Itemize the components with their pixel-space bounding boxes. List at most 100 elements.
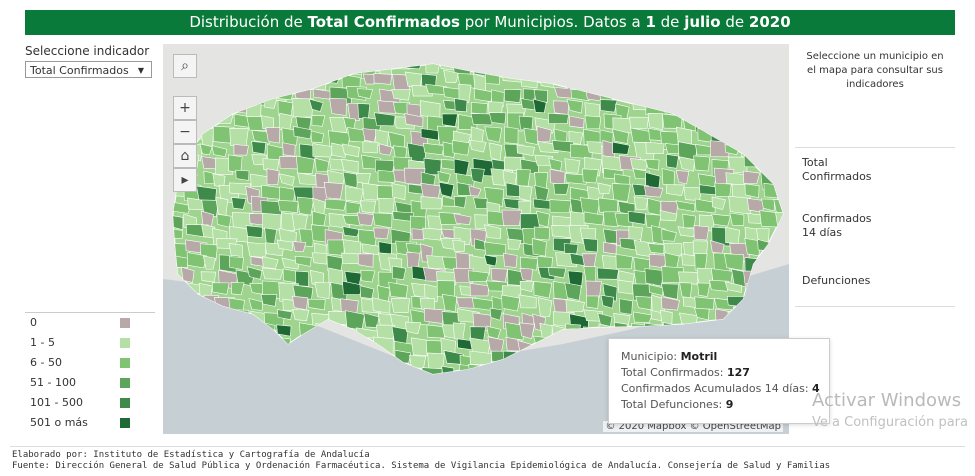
municipality-shape[interactable] xyxy=(677,226,696,238)
municipality-shape[interactable] xyxy=(661,228,677,242)
municipality-shape[interactable] xyxy=(391,183,406,201)
municipality-shape[interactable] xyxy=(666,153,679,169)
municipality-shape[interactable] xyxy=(265,127,281,144)
municipality-shape[interactable] xyxy=(356,212,375,226)
municipality-shape[interactable] xyxy=(281,257,300,270)
municipality-shape[interactable] xyxy=(164,366,184,382)
municipality-shape[interactable] xyxy=(583,211,605,226)
municipality-shape[interactable] xyxy=(292,241,307,253)
municipality-shape[interactable] xyxy=(675,200,696,212)
municipality-shape[interactable] xyxy=(473,197,488,209)
municipality-shape[interactable] xyxy=(262,256,279,269)
municipality-shape[interactable] xyxy=(469,282,489,297)
municipality-shape[interactable] xyxy=(647,243,665,255)
municipality-shape[interactable] xyxy=(329,367,347,377)
municipality-shape[interactable] xyxy=(308,98,324,112)
municipality-shape[interactable] xyxy=(583,382,600,396)
municipality-shape[interactable] xyxy=(232,368,247,384)
municipality-shape[interactable] xyxy=(603,241,617,255)
municipality-shape[interactable] xyxy=(407,378,427,395)
municipality-shape[interactable] xyxy=(693,225,710,241)
zoom-in-button[interactable]: + xyxy=(173,96,197,120)
municipality-shape[interactable] xyxy=(323,181,344,200)
municipality-shape[interactable] xyxy=(295,380,313,393)
municipality-shape[interactable] xyxy=(585,365,600,383)
municipality-shape[interactable] xyxy=(711,213,731,227)
municipality-shape[interactable] xyxy=(760,307,779,328)
municipality-shape[interactable] xyxy=(341,143,360,158)
municipality-shape[interactable] xyxy=(309,354,323,373)
municipality-shape[interactable] xyxy=(277,200,299,214)
municipality-shape[interactable] xyxy=(567,355,582,374)
municipality-shape[interactable] xyxy=(377,169,397,183)
municipality-shape[interactable] xyxy=(484,126,503,143)
municipality-shape[interactable] xyxy=(420,195,442,210)
municipality-shape[interactable] xyxy=(373,353,387,367)
municipality-shape[interactable] xyxy=(453,383,467,395)
municipality-shape[interactable] xyxy=(404,113,424,128)
municipality-shape[interactable] xyxy=(196,311,215,332)
municipality-shape[interactable] xyxy=(409,355,427,370)
municipality-shape[interactable] xyxy=(170,352,186,368)
municipality-shape[interactable] xyxy=(410,337,430,357)
municipality-shape[interactable] xyxy=(276,324,292,337)
municipality-shape[interactable] xyxy=(504,89,522,103)
municipality-shape[interactable] xyxy=(611,183,631,202)
municipality-shape[interactable] xyxy=(170,297,184,310)
municipality-shape[interactable] xyxy=(490,384,511,396)
municipality-shape[interactable] xyxy=(454,98,468,113)
municipality-shape[interactable] xyxy=(378,197,395,214)
municipality-shape[interactable] xyxy=(248,298,263,311)
municipality-shape[interactable] xyxy=(373,227,390,240)
municipality-shape[interactable] xyxy=(420,128,439,141)
municipality-shape[interactable] xyxy=(169,324,188,337)
municipality-shape[interactable] xyxy=(503,252,518,268)
municipality-shape[interactable] xyxy=(549,199,572,214)
municipality-shape[interactable] xyxy=(347,102,361,121)
municipality-shape[interactable] xyxy=(228,297,245,318)
municipality-shape[interactable] xyxy=(297,172,319,186)
map-search-button[interactable]: ⌕ xyxy=(173,54,197,78)
municipality-shape[interactable] xyxy=(535,350,550,362)
municipality-shape[interactable] xyxy=(519,322,535,340)
municipality-shape[interactable] xyxy=(549,168,566,186)
municipality-shape[interactable] xyxy=(230,282,245,296)
municipality-shape[interactable] xyxy=(282,142,296,157)
municipality-shape[interactable] xyxy=(453,196,467,209)
municipality-shape[interactable] xyxy=(373,112,396,127)
municipality-shape[interactable] xyxy=(489,307,503,321)
municipality-shape[interactable] xyxy=(629,116,649,129)
municipality-shape[interactable] xyxy=(490,268,508,283)
municipality-shape[interactable] xyxy=(709,279,730,292)
municipality-shape[interactable] xyxy=(565,299,585,312)
municipality-shape[interactable] xyxy=(245,225,263,238)
municipality-shape[interactable] xyxy=(214,312,233,330)
municipality-shape[interactable] xyxy=(694,307,710,321)
municipality-shape[interactable] xyxy=(280,366,294,385)
municipality-shape[interactable] xyxy=(552,352,566,366)
municipality-shape[interactable] xyxy=(423,308,445,324)
municipality-shape[interactable] xyxy=(583,339,600,359)
municipality-shape[interactable] xyxy=(552,100,570,115)
municipality-shape[interactable] xyxy=(569,115,585,129)
municipality-shape[interactable] xyxy=(697,282,711,297)
municipality-shape[interactable] xyxy=(246,242,267,259)
municipality-shape[interactable] xyxy=(694,296,715,310)
municipality-shape[interactable] xyxy=(328,341,346,353)
municipality-shape[interactable] xyxy=(627,210,646,225)
municipality-shape[interactable] xyxy=(377,367,391,384)
municipality-shape[interactable] xyxy=(231,327,248,343)
municipality-shape[interactable] xyxy=(743,170,761,184)
municipality-shape[interactable] xyxy=(488,112,507,125)
municipality-shape[interactable] xyxy=(167,283,180,301)
municipality-shape[interactable] xyxy=(507,238,522,250)
municipality-shape[interactable] xyxy=(249,213,265,226)
map-canvas[interactable] xyxy=(163,44,789,434)
municipality-shape[interactable] xyxy=(250,354,270,373)
municipality-shape[interactable] xyxy=(648,284,664,296)
municipality-shape[interactable] xyxy=(391,89,411,101)
municipality-shape[interactable] xyxy=(377,100,398,114)
municipality-shape[interactable] xyxy=(694,198,716,214)
municipality-shape[interactable] xyxy=(504,126,519,145)
municipality-shape[interactable] xyxy=(420,182,441,199)
